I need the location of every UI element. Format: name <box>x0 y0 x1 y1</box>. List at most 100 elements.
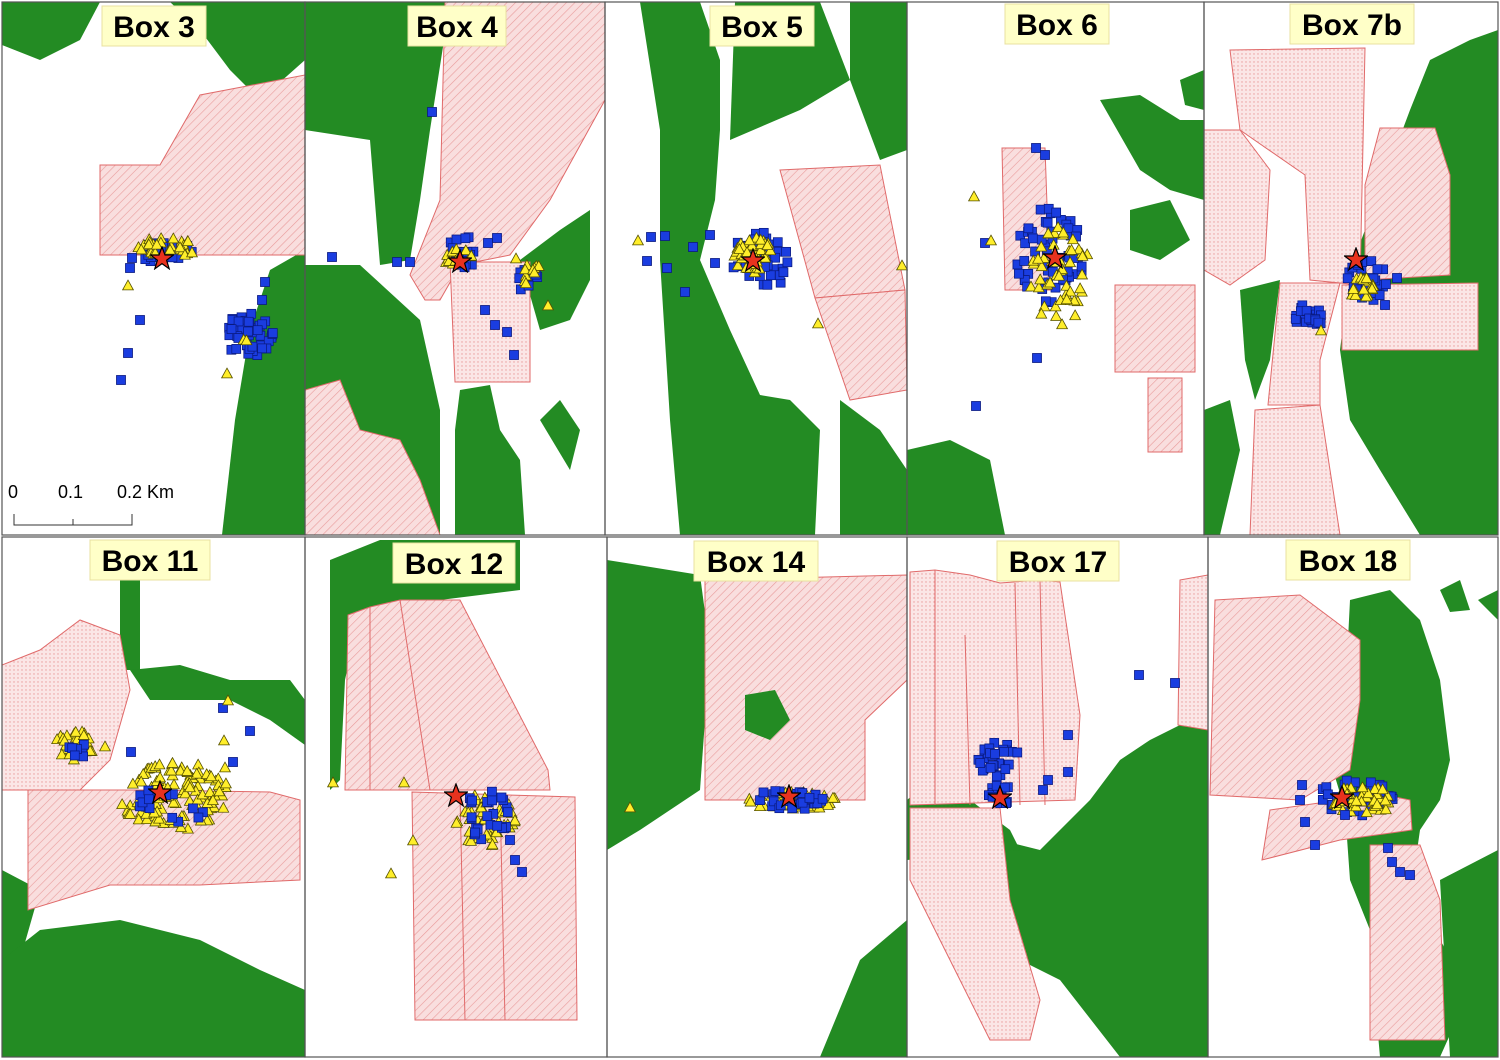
parcel-area <box>411 791 578 1021</box>
parcel-area <box>1114 284 1196 373</box>
scale-bar: 0 0.1 0.2 Km <box>8 482 174 526</box>
parcel-boundary <box>399 599 431 791</box>
blue-square-marker <box>243 326 253 337</box>
blue-square-marker <box>502 327 512 337</box>
blue-square-marker <box>1383 843 1393 853</box>
forest-area <box>820 920 907 1057</box>
panel-title: Box 6 <box>1016 9 1098 42</box>
blue-square-marker <box>782 257 793 268</box>
blue-square-marker <box>705 230 715 240</box>
forest-area <box>305 2 450 265</box>
parcel-area <box>704 574 907 801</box>
blue-square-marker <box>1040 150 1050 160</box>
panel-box4 <box>305 2 605 535</box>
forest-area <box>455 385 525 535</box>
parcel-area <box>814 289 907 401</box>
panel-title-bg <box>996 540 1120 582</box>
blue-square-marker <box>1170 678 1180 688</box>
blue-square-marker <box>505 835 515 845</box>
panel-titles: Box 3 Box 4 Box 5 Box 6 Box 7b Box 11 Bo… <box>89 3 1415 584</box>
panel-title-bg <box>407 5 507 47</box>
forest-area <box>1100 95 1204 200</box>
blue-square-marker <box>710 258 720 268</box>
blue-square-marker <box>126 747 136 757</box>
blue-square-marker <box>427 107 437 117</box>
blue-square-marker <box>116 375 126 385</box>
blue-square-marker <box>228 757 238 767</box>
blue-square-marker <box>123 348 133 358</box>
blue-square-marker <box>226 324 237 334</box>
parcel-area <box>909 807 1041 1041</box>
panel-box17 <box>907 537 1208 1057</box>
blue-square-marker <box>451 234 462 245</box>
blue-square-marker <box>1366 256 1377 266</box>
blue-square-marker <box>252 325 263 336</box>
blue-square-marker <box>1297 780 1307 790</box>
panel-box7b <box>1204 2 1498 535</box>
forest-area <box>1440 580 1470 612</box>
panel-title-bg <box>1289 3 1415 45</box>
blue-square-marker <box>1014 268 1024 279</box>
forest-area <box>850 2 907 160</box>
blue-square-marker <box>781 246 791 257</box>
blue-square-marker <box>1032 353 1042 363</box>
panel-title: Box 14 <box>707 546 806 579</box>
blue-square-marker <box>327 252 337 262</box>
forest-area <box>222 250 305 535</box>
panel-box18 <box>1208 537 1498 1057</box>
blue-square-marker <box>490 320 500 330</box>
blue-square-marker <box>517 867 527 877</box>
blue-square-marker <box>243 316 254 327</box>
blue-square-marker <box>257 295 267 305</box>
forest-area <box>745 690 790 740</box>
blue-square-marker <box>1387 857 1397 867</box>
panel-title: Box 7b <box>1302 9 1402 42</box>
blue-square-marker <box>483 238 493 248</box>
forest-area <box>840 400 907 535</box>
forest-area <box>1240 280 1280 400</box>
blue-square-marker <box>1000 764 1011 775</box>
blue-square-marker <box>688 242 698 252</box>
forest-area <box>520 210 590 330</box>
panel-title-bg <box>101 5 207 47</box>
parcel-area <box>1364 127 1451 281</box>
blue-square-marker <box>167 812 178 823</box>
blue-square-marker <box>1043 775 1053 785</box>
blue-square-marker <box>510 855 520 865</box>
blue-square-marker <box>231 344 242 354</box>
panel-title: Box 4 <box>416 11 498 44</box>
blue-square-marker <box>392 257 402 267</box>
panel-title: Box 5 <box>721 11 803 44</box>
panel-title-bg <box>709 5 815 47</box>
forest-area <box>640 2 820 535</box>
panel-title-bg <box>693 540 819 582</box>
scale-label-1: 0.1 <box>58 482 83 502</box>
blue-square-marker <box>1392 273 1402 283</box>
blue-square-marker <box>1042 217 1053 228</box>
forest-area <box>330 540 520 790</box>
panel-title-bg <box>1285 539 1411 581</box>
blue-square-marker <box>1019 256 1030 266</box>
parcel-area <box>1369 844 1446 1041</box>
panel-title: Box 3 <box>113 11 195 44</box>
blue-square-marker <box>772 237 783 248</box>
scale-label-2: 0.2 Km <box>117 482 174 502</box>
blue-square-marker <box>135 315 145 325</box>
blue-square-marker <box>144 794 154 805</box>
blue-square-marker <box>999 746 1009 757</box>
parcel-boundary <box>459 794 466 1021</box>
blue-square-marker <box>487 795 497 806</box>
panel-title-bg <box>89 539 211 581</box>
blue-square-marker <box>69 750 80 761</box>
forest-area <box>907 440 1005 535</box>
blue-square-marker <box>470 827 480 838</box>
blue-square-marker <box>1035 204 1046 215</box>
parcel-area <box>1177 574 1208 731</box>
blue-square-marker <box>1295 795 1305 805</box>
panel-box12 <box>305 537 607 1057</box>
blue-square-marker <box>257 343 268 354</box>
blue-square-marker <box>646 232 656 242</box>
panel-box3 <box>2 2 305 535</box>
